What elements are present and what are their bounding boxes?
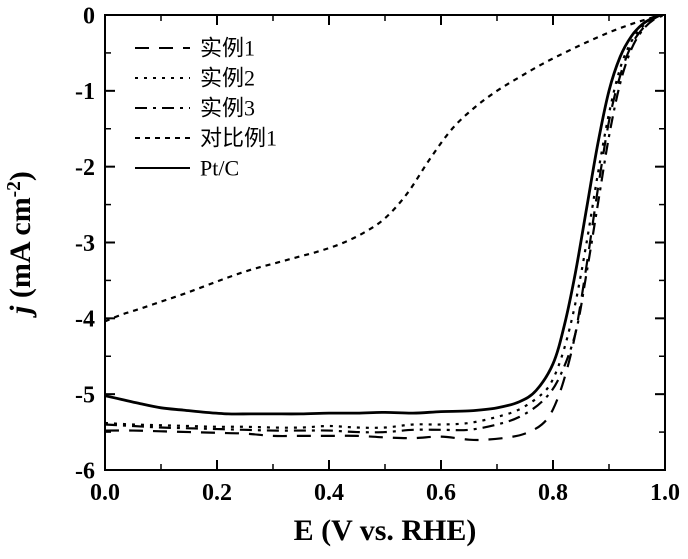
y-axis-title: j (mA cm-2) [4,171,38,318]
y-tick-label: -6 [75,458,95,484]
y-tick-label: 0 [83,3,95,29]
y-tick-label: -3 [75,231,95,257]
legend-label-0: 实例1 [200,36,255,61]
series-实例2 [105,13,665,428]
legend-label-2: 实例3 [200,96,255,121]
x-tick-label: 0.8 [538,480,568,506]
series-group [105,11,665,440]
x-tick-label: 0.2 [202,480,232,506]
chart-container: 0.00.20.40.60.81.0-6-5-4-3-2-10E (V vs. … [0,0,688,559]
chart-svg: 0.00.20.40.60.81.0-6-5-4-3-2-10E (V vs. … [0,0,688,559]
y-tick-label: -5 [75,383,95,409]
x-tick-label: 0.4 [314,480,344,506]
x-tick-label: 0.6 [426,480,456,506]
y-tick-label: -1 [75,79,95,105]
x-tick-label: 1.0 [650,480,680,506]
x-axis-title: E (V vs. RHE) [294,514,477,547]
legend-label-4: Pt/C [200,156,239,181]
y-tick-label: -2 [75,155,95,181]
y-tick-label: -4 [75,307,95,333]
legend-label-3: 对比例1 [200,126,277,151]
legend-label-1: 实例2 [200,66,255,91]
series-Pt/C [105,11,665,414]
